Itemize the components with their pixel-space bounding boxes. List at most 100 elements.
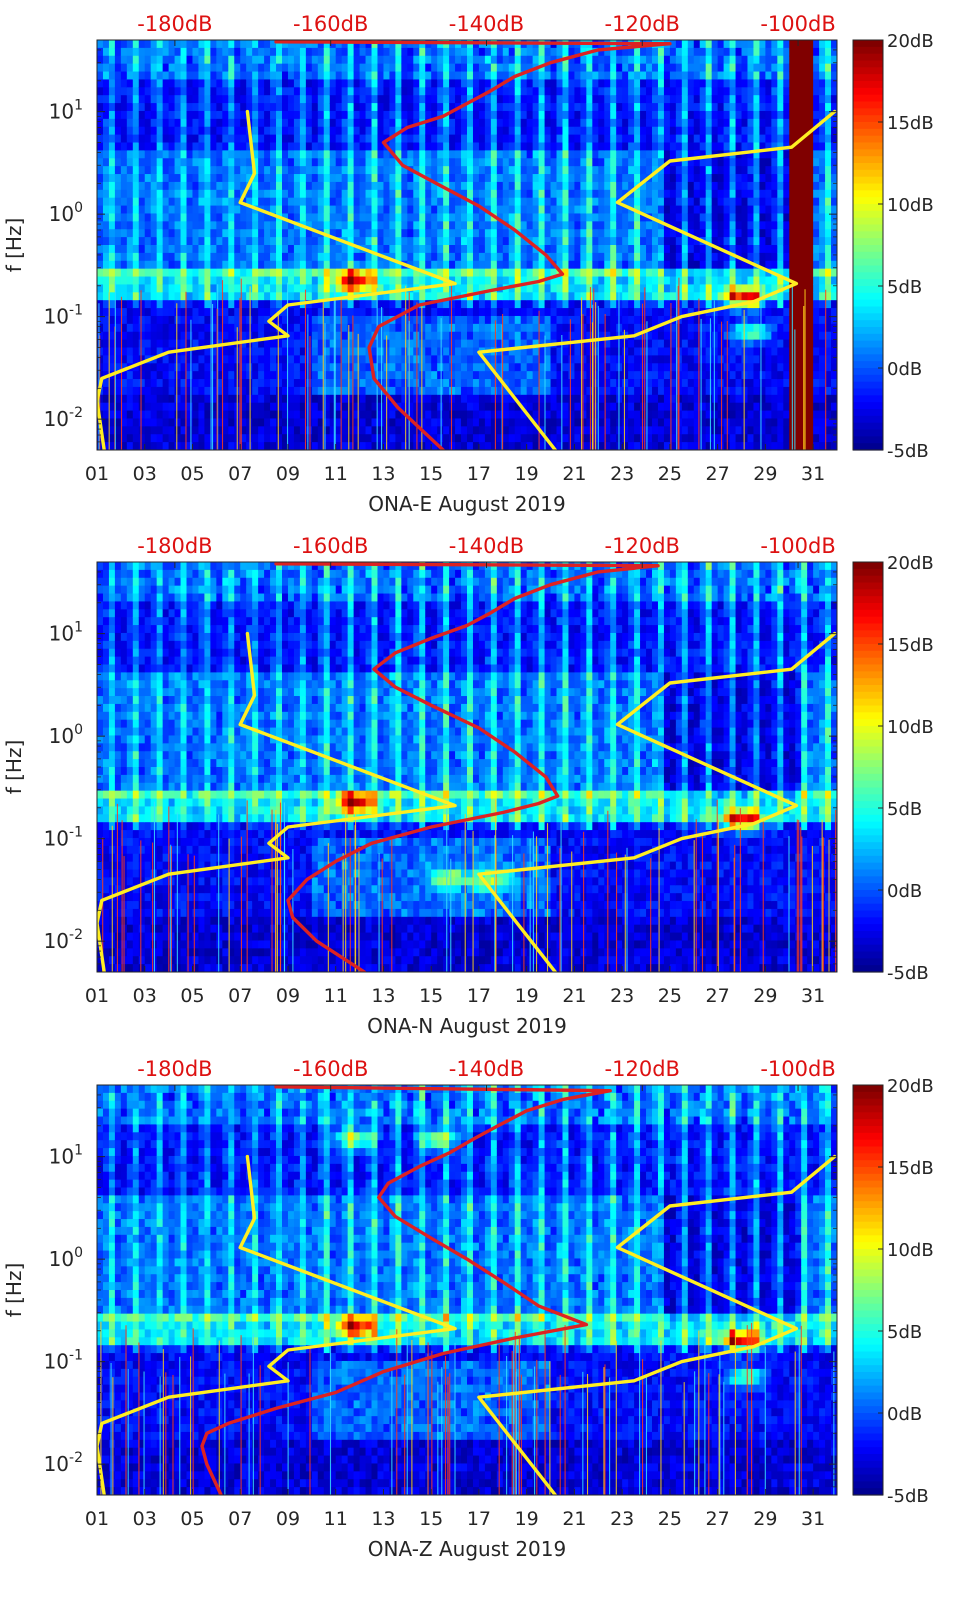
- heatmap-cell: [353, 142, 361, 151]
- heatmap-cell: [532, 213, 540, 222]
- heatmap-cell: [299, 118, 307, 128]
- heatmap-cell: [210, 442, 217, 450]
- heatmap-cell: [216, 71, 223, 81]
- heatmap-cell: [395, 110, 402, 120]
- heatmap-cell: [407, 331, 414, 341]
- heatmap-cell: [604, 95, 611, 104]
- heatmap-cell: [329, 268, 337, 278]
- heatmap-cell: [514, 181, 522, 191]
- heatmap-cell: [449, 158, 456, 167]
- heatmap-cell: [258, 47, 265, 57]
- heatmap-cell: [478, 363, 486, 372]
- heatmap-cell: [335, 394, 343, 404]
- heatmap-cell: [377, 47, 385, 57]
- heatmap-cell: [174, 142, 182, 151]
- heatmap-cell: [640, 268, 647, 278]
- heatmap-cell: [162, 260, 170, 270]
- heatmap-cell: [455, 158, 462, 167]
- heatmap-cell: [329, 79, 337, 88]
- heatmap-cell: [634, 402, 641, 412]
- heatmap-cell: [508, 355, 516, 364]
- heatmap-cell: [657, 103, 665, 112]
- heatmap-cell: [580, 55, 587, 65]
- heatmap-cell: [240, 134, 247, 144]
- heatmap-cell: [282, 229, 289, 238]
- heatmap-cell: [604, 221, 611, 230]
- heatmap-cell: [377, 300, 385, 309]
- heatmap-cell: [514, 150, 522, 159]
- heatmap-cell: [210, 110, 217, 120]
- heatmap-cell: [216, 402, 223, 412]
- heatmap-cell: [240, 79, 247, 88]
- heatmap-cell: [556, 245, 564, 254]
- heatmap-cell: [198, 166, 206, 175]
- heatmap-cell: [162, 276, 170, 286]
- heatmap-cell: [305, 63, 313, 73]
- heatmap-cell: [347, 260, 355, 270]
- heatmap-cell: [586, 347, 593, 356]
- heatmap-cell: [383, 315, 391, 325]
- heatmap-cell: [102, 71, 110, 81]
- heatmap-cell: [198, 103, 206, 112]
- heatmap-cell: [108, 47, 116, 57]
- heatmap-cell: [592, 134, 599, 144]
- heatmap-cell: [132, 379, 140, 388]
- heatmap-cell: [138, 339, 146, 349]
- heatmap-cell: [287, 71, 295, 81]
- heatmap-cell: [126, 95, 134, 104]
- heatmap-cell: [449, 426, 456, 435]
- heatmap-cell: [323, 134, 331, 144]
- heatmap-cell: [455, 221, 462, 230]
- heatmap-cell: [610, 181, 617, 191]
- heatmap-cell: [276, 292, 283, 301]
- heatmap-cell: [305, 103, 313, 112]
- heatmap-cell: [646, 55, 653, 65]
- heatmap-cell: [532, 323, 540, 333]
- heatmap-cell: [383, 126, 391, 136]
- heatmap-cell: [120, 110, 128, 120]
- heatmap-cell: [150, 442, 158, 450]
- heatmap-cell: [299, 442, 307, 450]
- heatmap-cell: [556, 363, 564, 372]
- heatmap-cell: [102, 410, 110, 420]
- heatmap-cell: [395, 229, 402, 238]
- heatmap-cell: [138, 87, 146, 96]
- heatmap-cell: [628, 158, 635, 167]
- heatmap-cell: [335, 363, 343, 372]
- heatmap-cell: [138, 371, 146, 380]
- heatmap-cell: [508, 213, 516, 222]
- heatmap-cell: [341, 355, 349, 364]
- heatmap-cell: [455, 300, 462, 309]
- heatmap-cell: [365, 103, 373, 112]
- heatmap-cell: [449, 260, 456, 270]
- heatmap-cell: [610, 386, 617, 396]
- heatmap-cell: [132, 150, 140, 159]
- heatmap-cell: [514, 95, 522, 104]
- heatmap-cell: [395, 331, 402, 341]
- heatmap-cell: [365, 371, 373, 380]
- heatmap-cell: [514, 118, 522, 128]
- heatmap-cell: [276, 260, 283, 270]
- heatmap-cell: [598, 402, 605, 412]
- heatmap-cell: [210, 426, 217, 435]
- heatmap-cell: [538, 134, 546, 144]
- heatmap-cell: [550, 63, 558, 73]
- heatmap-cell: [317, 118, 325, 128]
- heatmap-cell: [568, 292, 576, 301]
- heatmap-cell: [640, 339, 647, 349]
- heatmap-cell: [132, 95, 140, 104]
- heatmap-cell: [204, 402, 211, 412]
- heatmap-cell: [180, 315, 188, 325]
- heatmap-cell: [246, 347, 253, 356]
- heatmap-cell: [496, 331, 504, 341]
- heatmap-cell: [580, 205, 587, 215]
- heatmap-cell: [562, 308, 570, 317]
- heatmap-cell: [377, 339, 385, 349]
- heatmap-cell: [532, 126, 540, 136]
- heatmap-cell: [282, 308, 289, 317]
- heatmap-cell: [126, 268, 134, 278]
- heatmap-cell: [341, 418, 349, 427]
- heatmap-cell: [126, 158, 134, 167]
- heatmap-cell: [162, 134, 170, 144]
- heatmap-cell: [389, 213, 396, 222]
